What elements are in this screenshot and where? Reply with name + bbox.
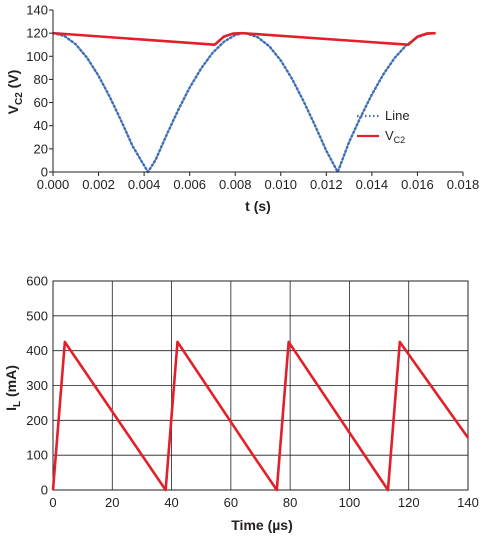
y-tick-label: 0 — [41, 165, 48, 180]
x-tick-label: 40 — [164, 495, 178, 510]
y-tick-label: 600 — [26, 274, 48, 289]
x-axis-label: Time (µs) — [231, 517, 293, 533]
x-tick-label: 60 — [224, 495, 238, 510]
x-tick-labels: 0.000 0.002 0.004 0.006 0.008 0.010 0.012 0.014… — [37, 177, 480, 192]
y-tick-label: 300 — [26, 378, 48, 393]
x-tick-label: 0 — [49, 495, 56, 510]
x-tick-label: 0.012 — [310, 177, 343, 192]
y-tick-label: 120 — [26, 26, 48, 41]
vc2-series-line — [52, 31, 436, 47]
y-tick-label: 80 — [34, 72, 48, 87]
y-tick-label: 40 — [34, 118, 48, 133]
y-tick-labels: 0 100 200 300 400 500 600 — [26, 274, 48, 498]
x-tick-label: 0.002 — [82, 177, 115, 192]
y-tick-label: 20 — [34, 141, 48, 156]
x-tick-label: 0.010 — [265, 177, 298, 192]
x-tick-label: 0.000 — [37, 177, 70, 192]
x-tick-label: 0.004 — [128, 177, 161, 192]
y-tick-label: 140 — [26, 3, 48, 18]
y-tick-label: 60 — [34, 95, 48, 110]
x-tick-label: 100 — [339, 495, 361, 510]
line-series-dotted — [51, 31, 435, 174]
il-series-line — [51, 340, 470, 492]
grid — [53, 281, 468, 490]
x-tick-label: 0.006 — [173, 177, 206, 192]
x-tick-label: 140 — [457, 495, 479, 510]
plot-lines — [51, 31, 436, 174]
x-tick-label: 120 — [398, 495, 420, 510]
x-tick-label: 0.008 — [219, 177, 252, 192]
plot-lines — [51, 340, 470, 492]
y-axis-label: VC2 (V) — [5, 70, 25, 115]
current-chart: 0 100 200 300 400 500 600 0 20 40 60 80 100 120 140 T… — [3, 274, 479, 534]
y-tick-label: 200 — [26, 413, 48, 428]
x-tick-labels: 0 20 40 60 80 100 120 140 — [49, 495, 478, 510]
y-tick-labels: 0 20 40 60 80 100 120 140 — [26, 3, 48, 180]
legend-vc2-label: VC2 — [385, 128, 405, 145]
legend: Line VC2 — [357, 108, 410, 145]
y-tick-label: 400 — [26, 343, 48, 358]
x-tick-label: 0.018 — [447, 177, 480, 192]
x-tick-label: 80 — [283, 495, 297, 510]
legend-line-label: Line — [385, 108, 410, 123]
x-tick-label: 20 — [105, 495, 119, 510]
x-axis-label: t (s) — [245, 198, 271, 214]
y-tick-label: 500 — [26, 308, 48, 323]
tick-marks — [49, 9, 464, 176]
y-tick-label: 100 — [26, 448, 48, 463]
x-tick-label: 0.016 — [401, 177, 434, 192]
y-axis-label: IL (mA) — [3, 365, 23, 411]
x-tick-label: 0.014 — [356, 177, 389, 192]
y-tick-label: 100 — [26, 49, 48, 64]
y-tick-label: 0 — [41, 483, 48, 498]
